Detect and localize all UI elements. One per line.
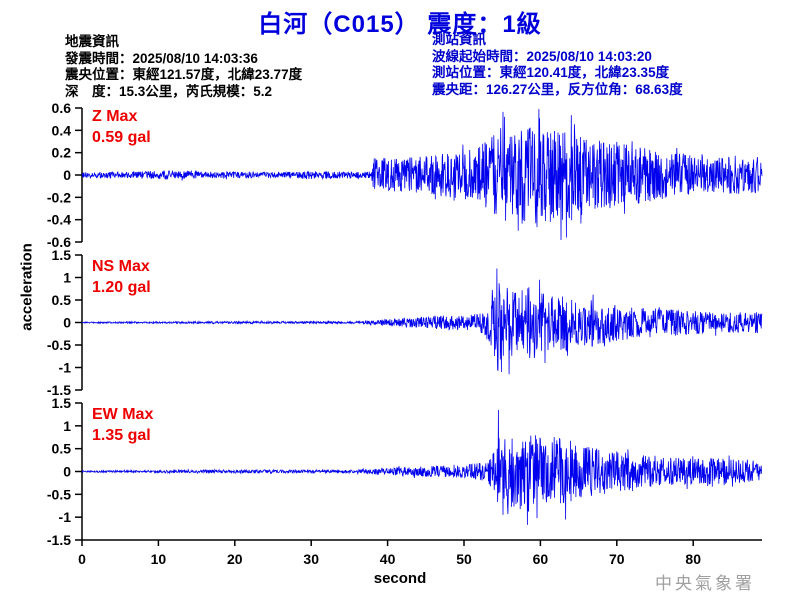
x-tick-label: 80 (685, 551, 701, 567)
station-info-heading: 測站資訊 (432, 32, 486, 47)
station-info-block: 測站資訊 波線起始時間：2025/08/10 14:03:20 測站位置：東經1… (432, 32, 683, 98)
y-tick-label: 0.4 (52, 122, 72, 138)
y-tick-label: 0.5 (52, 292, 72, 308)
earthquake-info-block: 地震資訊 發震時間：2025/08/10 14:03:36 震央位置：東經121… (65, 34, 302, 100)
y-tick-label: -0.5 (47, 337, 71, 353)
y-tick-label: -1.5 (47, 532, 71, 548)
y-tick-label: 0 (63, 315, 71, 331)
y-tick-label: 0.6 (52, 100, 72, 116)
trace-ew (81, 409, 763, 525)
x-tick-label: 40 (380, 551, 396, 567)
x-tick-label: 20 (227, 551, 243, 567)
y-tick-label: -0.2 (47, 189, 71, 205)
y-tick-label: 1.5 (52, 395, 72, 411)
ew-max-annotation: EW Max 1.35 gal (92, 404, 153, 446)
x-tick-label: 30 (303, 551, 319, 567)
y-tick-label: 1 (63, 270, 71, 286)
y-tick-label: -1 (59, 360, 72, 376)
agency-watermark: 中央氣象署 (655, 574, 755, 593)
ns-max-label: NS Max (92, 258, 150, 275)
y-axis-title: acceleration (18, 243, 36, 331)
z-max-annotation: Z Max 0.59 gal (92, 106, 151, 148)
x-tick-label: 60 (533, 551, 549, 567)
ew-max-value: 1.35 gal (92, 427, 151, 444)
y-tick-label: 0.2 (52, 145, 72, 161)
epicenter-location: 震央位置：東經121.57度，北緯23.77度 (65, 67, 303, 82)
trace-z (81, 109, 763, 241)
z-max-label: Z Max (92, 108, 138, 125)
y-tick-label: 0.5 (52, 441, 72, 457)
trace-ns (81, 268, 763, 375)
ew-max-label: EW Max (92, 406, 154, 423)
y-tick-label: -1.5 (47, 382, 71, 398)
z-max-value: 0.59 gal (92, 129, 151, 146)
y-tick-label: 1 (63, 418, 71, 434)
station-location: 測站位置：東經120.41度，北緯23.35度 (432, 65, 670, 80)
x-tick-label: 0 (78, 551, 86, 567)
y-tick-label: 0 (63, 167, 71, 183)
depth-magnitude: 深 度：15.3公里，芮氏規模：5.2 (65, 83, 273, 99)
y-tick-label: -1 (59, 509, 72, 525)
x-tick-label: 70 (609, 551, 625, 567)
wave-start-time: 波線起始時間：2025/08/10 14:03:20 (432, 48, 652, 64)
page-title: 白河（C015） 震度：1級 (258, 11, 542, 38)
ns-max-value: 1.20 gal (92, 279, 151, 296)
distance-azimuth: 震央距：126.27公里，反方位角：68.63度 (432, 81, 683, 97)
x-tick-label: 10 (151, 551, 167, 567)
y-tick-label: 0 (63, 464, 71, 480)
x-axis-title: second (373, 570, 427, 587)
y-tick-label: 1.5 (52, 247, 72, 263)
y-tick-label: -0.5 (47, 486, 71, 502)
earthquake-info-heading: 地震資訊 (65, 34, 119, 49)
origin-time: 發震時間：2025/08/10 14:03:36 (65, 50, 258, 66)
y-tick-label: -0.4 (47, 212, 71, 228)
ns-max-annotation: NS Max 1.20 gal (92, 256, 151, 298)
y-tick-label: -0.6 (47, 234, 71, 250)
x-tick-label: 50 (456, 551, 472, 567)
